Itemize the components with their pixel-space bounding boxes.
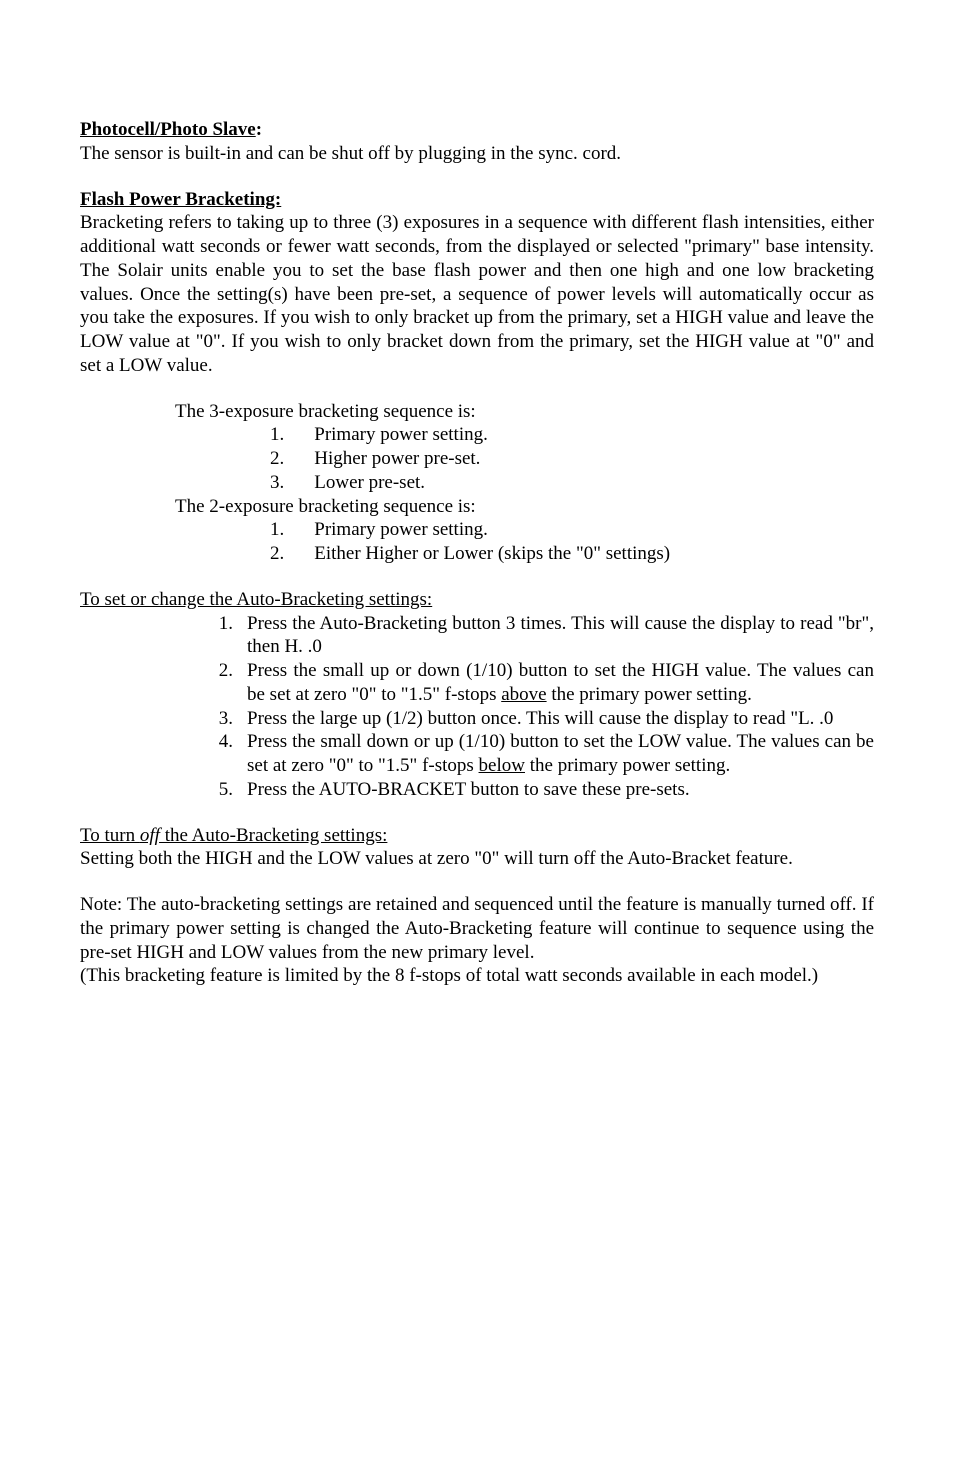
text-frag: the primary power setting. bbox=[525, 755, 730, 776]
seq3-title: The 3-exposure bracketing sequence is: bbox=[80, 400, 874, 424]
list-num: 1. bbox=[270, 423, 300, 447]
list-num: 1. bbox=[270, 518, 300, 542]
heading-turnoff: To turn off the Auto-Bracketing settings… bbox=[80, 825, 387, 846]
spacer bbox=[80, 566, 874, 588]
setchange-list: 1. Press the Auto-Bracketing button 3 ti… bbox=[80, 612, 874, 802]
heading-setchange: To set or change the Auto-Bracketing set… bbox=[80, 589, 432, 610]
list-num: 2. bbox=[270, 447, 300, 471]
spacer bbox=[80, 871, 874, 893]
list-text: Higher power pre-set. bbox=[314, 448, 480, 469]
list-item: 3. Lower pre-set. bbox=[270, 471, 874, 495]
list-item: 3. Press the large up (1/2) button once.… bbox=[195, 707, 874, 731]
seq2-title: The 2-exposure bracketing sequence is: bbox=[80, 495, 874, 519]
seq2-list: 1. Primary power setting. 2. Either High… bbox=[80, 518, 874, 566]
list-item: 4. Press the small down or up (1/10) but… bbox=[195, 730, 874, 778]
section-photocell: Photocell/Photo Slave: bbox=[80, 118, 874, 142]
list-text: Press the small up or down (1/10) button… bbox=[247, 659, 874, 707]
list-text: Press the small down or up (1/10) button… bbox=[247, 730, 874, 778]
spacer bbox=[80, 166, 874, 188]
text-italic: off bbox=[140, 825, 160, 846]
list-item: 1. Primary power setting. bbox=[270, 423, 874, 447]
list-text: Either Higher or Lower (skips the "0" se… bbox=[314, 543, 670, 564]
turnoff-heading: To turn off the Auto-Bracketing settings… bbox=[80, 824, 874, 848]
list-item: 2. Higher power pre-set. bbox=[270, 447, 874, 471]
list-num: 2. bbox=[195, 659, 247, 707]
seq3-list: 1. Primary power setting. 2. Higher powe… bbox=[80, 423, 874, 494]
list-text: Primary power setting. bbox=[314, 424, 488, 445]
para-photocell-body: The sensor is built-in and can be shut o… bbox=[80, 142, 874, 166]
list-num: 5. bbox=[195, 778, 247, 802]
text-frag: To turn bbox=[80, 825, 140, 846]
section-bracketing-heading: Flash Power Bracketing: bbox=[80, 188, 874, 212]
list-item: 2. Either Higher or Lower (skips the "0"… bbox=[270, 542, 874, 566]
heading-photocell: Photocell/Photo Slave bbox=[80, 119, 256, 140]
list-text: Lower pre-set. bbox=[314, 472, 425, 493]
spacer bbox=[80, 802, 874, 824]
list-item: 1. Press the Auto-Bracketing button 3 ti… bbox=[195, 612, 874, 660]
list-text: Press the Auto-Bracketing button 3 times… bbox=[247, 612, 874, 660]
list-num: 1. bbox=[195, 612, 247, 660]
heading-colon: : bbox=[256, 119, 262, 140]
text-frag: the primary power setting. bbox=[547, 684, 752, 705]
para-bracketing-body: Bracketing refers to taking up to three … bbox=[80, 211, 874, 377]
document-page: Photocell/Photo Slave: The sensor is bui… bbox=[0, 0, 954, 1068]
list-num: 3. bbox=[195, 707, 247, 731]
list-text: Press the large up (1/2) button once. Th… bbox=[247, 707, 874, 731]
para-turnoff-body: Setting both the HIGH and the LOW values… bbox=[80, 847, 874, 871]
text-frag: the Auto-Bracketing settings: bbox=[160, 825, 387, 846]
text-underline: below bbox=[479, 755, 525, 776]
para-note1: Note: The auto-bracketing settings are r… bbox=[80, 893, 874, 964]
setchange-heading: To set or change the Auto-Bracketing set… bbox=[80, 588, 874, 612]
list-item: 1. Primary power setting. bbox=[270, 518, 874, 542]
spacer bbox=[80, 378, 874, 400]
text-underline: above bbox=[501, 684, 546, 705]
list-item: 2. Press the small up or down (1/10) but… bbox=[195, 659, 874, 707]
list-text: Press the AUTO-BRACKET button to save th… bbox=[247, 778, 874, 802]
list-item: 5. Press the AUTO-BRACKET button to save… bbox=[195, 778, 874, 802]
para-note2: (This bracketing feature is limited by t… bbox=[80, 964, 874, 988]
heading-bracketing: Flash Power Bracketing: bbox=[80, 189, 281, 210]
list-text: Primary power setting. bbox=[314, 519, 488, 540]
list-num: 2. bbox=[270, 542, 300, 566]
list-num: 3. bbox=[270, 471, 300, 495]
list-num: 4. bbox=[195, 730, 247, 778]
